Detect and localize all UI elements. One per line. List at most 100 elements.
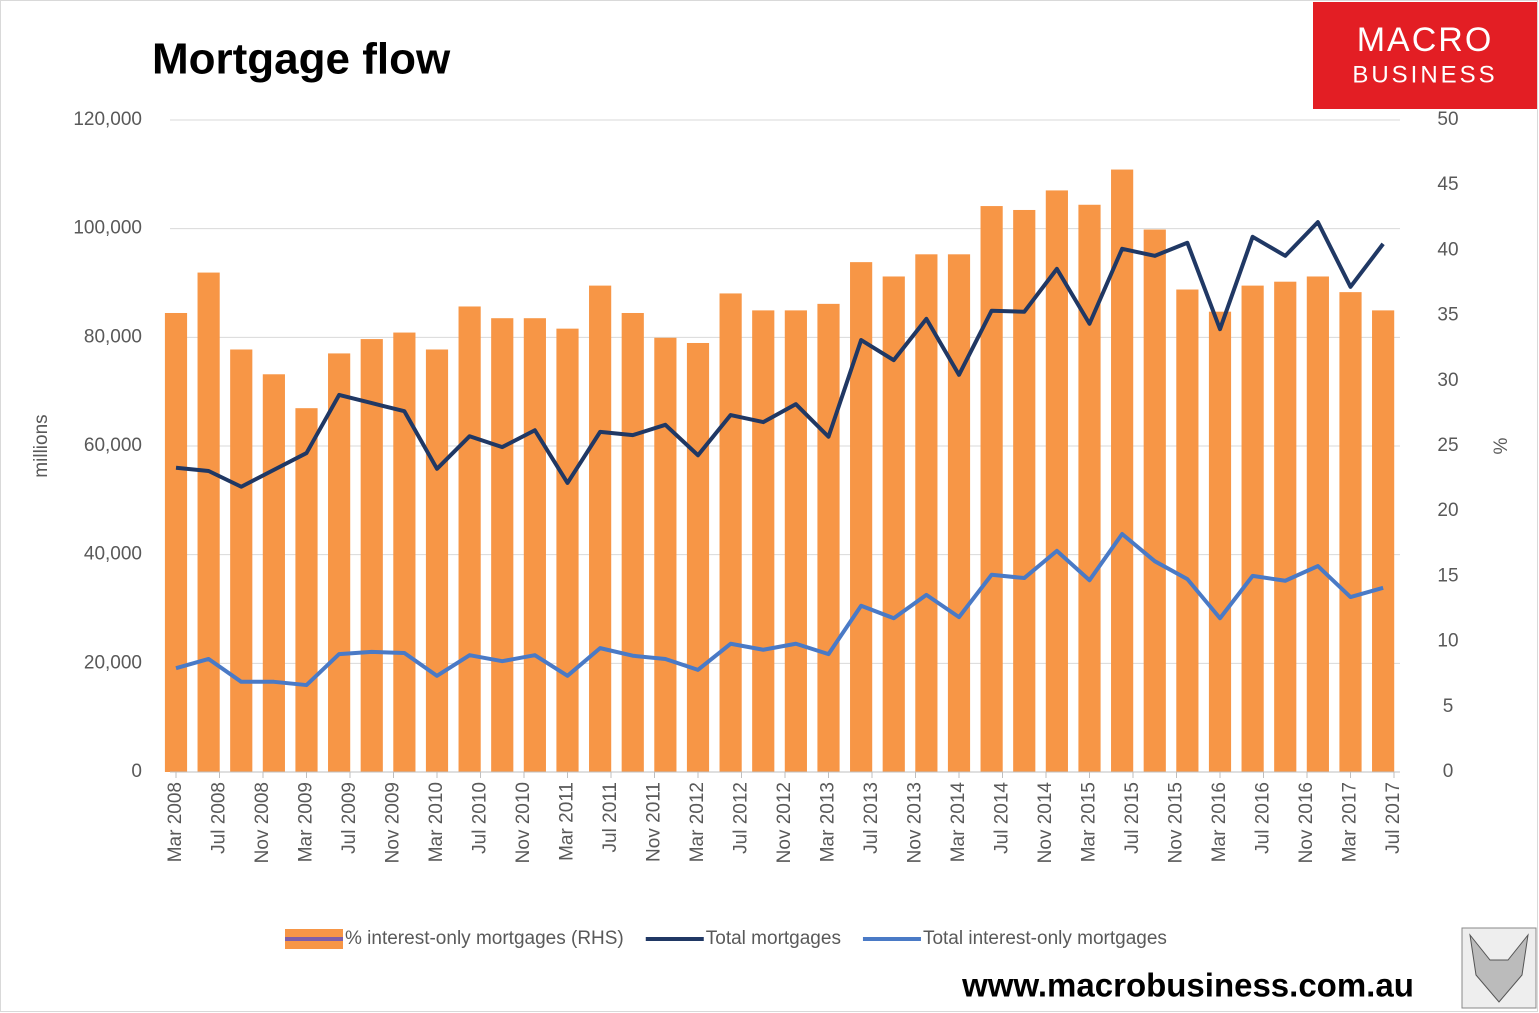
x-tick-label: Nov 2016 bbox=[1296, 782, 1317, 863]
bar bbox=[197, 272, 220, 772]
y2-tick-label: 50 bbox=[1437, 109, 1458, 130]
y2-tick-label: 15 bbox=[1437, 565, 1458, 586]
y-tick-label: 20,000 bbox=[84, 652, 142, 673]
x-tick-label: Nov 2011 bbox=[644, 782, 665, 862]
x-tick-label: Mar 2008 bbox=[165, 782, 186, 862]
x-tick-label: Mar 2013 bbox=[818, 782, 839, 862]
x-tick-label: Mar 2010 bbox=[426, 782, 447, 862]
x-tick-label: Nov 2013 bbox=[905, 782, 926, 863]
x-tick-label: Mar 2015 bbox=[1079, 782, 1100, 862]
x-tick-label: Nov 2008 bbox=[252, 782, 273, 863]
bar bbox=[784, 310, 807, 772]
fox bbox=[1469, 933, 1529, 1003]
bar bbox=[1372, 310, 1395, 772]
y2-tick-label: 0 bbox=[1443, 761, 1454, 782]
x-tick-label: Jul 2008 bbox=[209, 782, 230, 854]
x-tick-label: Mar 2014 bbox=[948, 782, 969, 863]
x-tick-label: Jul 2010 bbox=[470, 782, 491, 854]
bar bbox=[686, 342, 710, 772]
bar bbox=[1339, 292, 1362, 772]
y2-tick-label: 35 bbox=[1437, 305, 1458, 326]
y2-tick-label: 30 bbox=[1437, 370, 1458, 391]
bar bbox=[491, 318, 514, 772]
fox-icon bbox=[1461, 927, 1537, 1009]
x-tick-label: Mar 2017 bbox=[1340, 782, 1361, 862]
x-tick-label: Jul 2011 bbox=[600, 782, 621, 852]
bar bbox=[1274, 281, 1297, 772]
bar bbox=[458, 306, 481, 772]
bar bbox=[523, 318, 546, 772]
x-tick-label: Nov 2012 bbox=[774, 782, 795, 863]
bar bbox=[850, 262, 873, 772]
bar bbox=[262, 374, 285, 772]
bar bbox=[654, 337, 677, 772]
footer-url: www.macrobusiness.com.au bbox=[961, 967, 1414, 1004]
bar bbox=[1176, 289, 1199, 772]
y-axis-label: millions bbox=[31, 414, 52, 477]
y2-axis-label: % bbox=[1491, 437, 1512, 454]
line bbox=[175, 532, 1384, 688]
y2-tick-label: 45 bbox=[1437, 174, 1458, 195]
x-tick-label: Jul 2016 bbox=[1253, 782, 1274, 854]
y2-tick-label: 10 bbox=[1437, 631, 1458, 652]
y2-tick-label: 20 bbox=[1437, 500, 1458, 521]
y-tick-label: 0 bbox=[131, 761, 142, 782]
bar bbox=[1045, 190, 1068, 772]
x-tick-label: Nov 2009 bbox=[383, 782, 404, 863]
x-tick-label: Nov 2010 bbox=[513, 782, 534, 863]
x-tick-label: Mar 2016 bbox=[1209, 782, 1230, 862]
logo-box bbox=[1313, 2, 1537, 109]
y-tick-label: 100,000 bbox=[73, 218, 142, 239]
x-tick-label: Jul 2012 bbox=[731, 782, 752, 854]
legend-label: Total interest-only mortgages bbox=[923, 928, 1167, 949]
bar bbox=[393, 332, 416, 772]
chart-title: Mortgage flow bbox=[152, 35, 451, 84]
bar bbox=[589, 285, 612, 772]
x-tick-label: Jul 2015 bbox=[1122, 782, 1143, 854]
bar bbox=[817, 303, 840, 772]
y-tick-label: 40,000 bbox=[84, 544, 142, 565]
bar bbox=[230, 349, 253, 772]
bar bbox=[164, 312, 188, 772]
bar bbox=[556, 328, 579, 772]
legend-label: Total mortgages bbox=[706, 928, 841, 949]
bar bbox=[752, 310, 775, 772]
x-tick-label: Mar 2011 bbox=[557, 782, 578, 861]
bar bbox=[980, 206, 1003, 773]
logo: MACRO BUSINESS bbox=[1313, 2, 1537, 109]
line bbox=[175, 220, 1385, 489]
y-tick-label: 120,000 bbox=[73, 109, 142, 130]
bar bbox=[947, 254, 971, 772]
bar bbox=[1306, 276, 1329, 772]
x-tick-label: Nov 2015 bbox=[1166, 782, 1187, 863]
bar bbox=[1208, 311, 1232, 772]
x-tick-label: Jul 2017 bbox=[1383, 782, 1404, 854]
bar bbox=[882, 276, 905, 772]
x-tick-label: Jul 2009 bbox=[339, 782, 360, 854]
bar bbox=[1143, 229, 1166, 772]
bar bbox=[425, 349, 449, 772]
legend-label: % interest-only mortgages (RHS) bbox=[345, 928, 624, 949]
y2-tick-label: 40 bbox=[1437, 239, 1458, 260]
bar bbox=[1078, 204, 1101, 772]
bar bbox=[1241, 285, 1264, 772]
logo-text: BUSINESS bbox=[1352, 61, 1497, 88]
bar bbox=[295, 408, 318, 772]
y-tick-label: 80,000 bbox=[84, 326, 142, 347]
x-tick-label: Nov 2014 bbox=[1035, 782, 1056, 864]
logo-text: MACRO bbox=[1357, 21, 1494, 59]
bar bbox=[915, 254, 938, 772]
y2-tick-label: 25 bbox=[1437, 435, 1458, 456]
x-tick-label: Mar 2012 bbox=[687, 782, 708, 862]
y2-tick-label: 5 bbox=[1443, 696, 1454, 717]
bar bbox=[1111, 169, 1134, 772]
bar bbox=[1013, 209, 1036, 772]
x-tick-label: Jul 2013 bbox=[861, 782, 882, 854]
bar bbox=[360, 339, 383, 772]
bar bbox=[328, 353, 351, 772]
bar bbox=[719, 293, 742, 772]
x-tick-label: Mar 2009 bbox=[296, 782, 317, 862]
x-tick-label: Jul 2014 bbox=[992, 782, 1013, 854]
y-tick-label: 60,000 bbox=[84, 435, 142, 456]
